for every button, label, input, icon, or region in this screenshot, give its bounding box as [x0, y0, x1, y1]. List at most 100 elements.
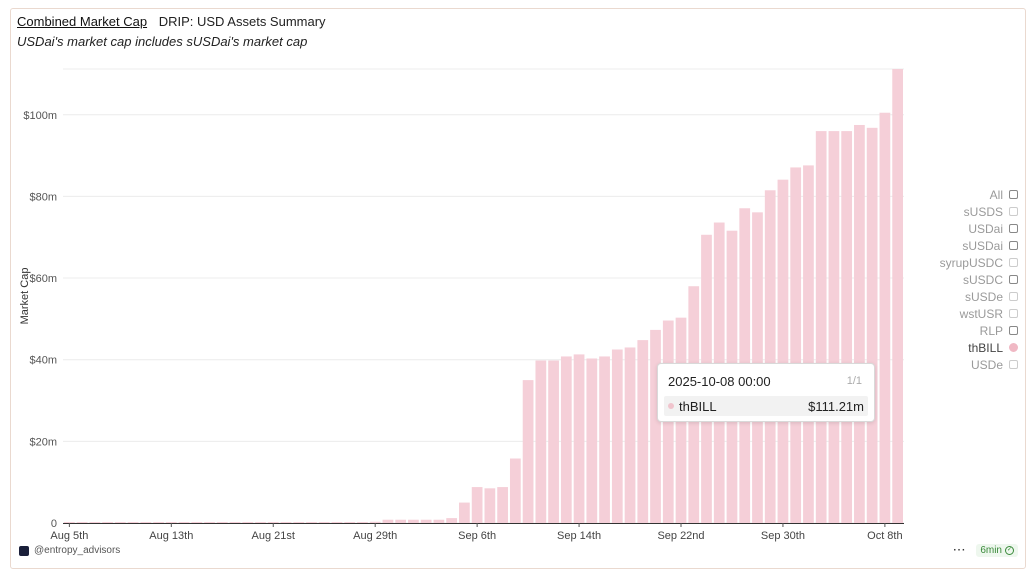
check-icon: ✓: [1005, 546, 1014, 555]
bar[interactable]: [140, 522, 152, 523]
bar[interactable]: [318, 522, 330, 523]
bar[interactable]: [267, 522, 279, 523]
bar[interactable]: [153, 522, 164, 523]
legend-checkbox-icon[interactable]: [1009, 343, 1018, 352]
bar[interactable]: [76, 522, 88, 523]
bar[interactable]: [586, 358, 598, 523]
bar[interactable]: [306, 522, 317, 523]
bar[interactable]: [357, 522, 368, 523]
more-options-icon[interactable]: ···: [953, 545, 967, 556]
bar[interactable]: [64, 522, 75, 523]
bar[interactable]: [497, 487, 508, 523]
legend-item-susdai[interactable]: sUSDai: [940, 237, 1018, 254]
tooltip-date: 2025-10-08 00:00: [668, 374, 771, 389]
bar[interactable]: [178, 522, 190, 523]
legend-checkbox-icon[interactable]: [1009, 275, 1018, 284]
legend-item-rlp[interactable]: RLP: [940, 322, 1018, 339]
y-tick-label: 0: [51, 518, 57, 530]
bar[interactable]: [599, 356, 610, 523]
legend-checkbox-icon[interactable]: [1009, 292, 1018, 301]
bar[interactable]: [803, 165, 814, 523]
bar[interactable]: [650, 329, 661, 523]
bar[interactable]: [471, 487, 483, 523]
legend-checkbox-icon[interactable]: [1009, 258, 1018, 267]
bar[interactable]: [382, 519, 394, 523]
legend-checkbox-icon[interactable]: [1009, 224, 1018, 233]
bar[interactable]: [624, 347, 636, 523]
bar[interactable]: [854, 124, 865, 524]
legend-item-susde[interactable]: sUSDe: [940, 288, 1018, 305]
legend-checkbox-icon[interactable]: [1009, 360, 1018, 369]
bar[interactable]: [420, 519, 432, 523]
y-axis-label: Market Cap: [19, 268, 31, 325]
bar[interactable]: [446, 518, 458, 523]
legend-checkbox-icon[interactable]: [1009, 190, 1018, 199]
bar[interactable]: [255, 522, 266, 523]
legend-checkbox-icon[interactable]: [1009, 207, 1018, 216]
legend-label: sUSDe: [964, 289, 1003, 304]
bar[interactable]: [293, 522, 305, 523]
bar[interactable]: [611, 349, 623, 523]
bar[interactable]: [433, 519, 445, 523]
legend-item-syrupusdc[interactable]: syrupUSDC: [940, 254, 1018, 271]
legend-label: sUSDai: [962, 238, 1003, 253]
bar[interactable]: [637, 340, 649, 523]
bar[interactable]: [229, 522, 241, 523]
bar[interactable]: [331, 522, 343, 523]
chart-title-link[interactable]: Combined Market Cap: [17, 14, 148, 29]
bar[interactable]: [242, 522, 254, 523]
bar[interactable]: [522, 380, 534, 523]
bar[interactable]: [573, 354, 585, 523]
x-tick-label: Aug 13th: [149, 530, 193, 542]
bar[interactable]: [841, 131, 853, 523]
legend-item-usde[interactable]: USDe: [940, 356, 1018, 373]
bar[interactable]: [509, 458, 521, 523]
bar[interactable]: [484, 488, 496, 523]
bar[interactable]: [777, 179, 789, 523]
legend-item-wstusr[interactable]: wstUSR: [940, 305, 1018, 322]
bar[interactable]: [191, 522, 203, 523]
bar[interactable]: [89, 522, 101, 523]
bar[interactable]: [369, 521, 381, 523]
entropy-logo-icon: [19, 545, 29, 556]
legend-item-usdai[interactable]: USDai: [940, 220, 1018, 237]
bar[interactable]: [815, 131, 827, 523]
bar[interactable]: [395, 519, 407, 523]
bar[interactable]: [764, 190, 776, 523]
bar[interactable]: [879, 112, 891, 524]
x-tick-label: Sep 30th: [761, 530, 805, 542]
x-tick-label: Sep 22nd: [657, 530, 704, 542]
bar[interactable]: [114, 522, 126, 523]
bar[interactable]: [866, 127, 878, 523]
attribution-handle[interactable]: @entropy_advisors: [34, 545, 121, 556]
bar[interactable]: [280, 522, 292, 523]
bar[interactable]: [790, 167, 802, 524]
legend-item-susds[interactable]: sUSDS: [940, 203, 1018, 220]
bar[interactable]: [216, 522, 228, 523]
bar[interactable]: [828, 131, 840, 523]
bar[interactable]: [165, 522, 177, 523]
legend-label: RLP: [979, 323, 1003, 338]
legend-item-susdc[interactable]: sUSDC: [940, 271, 1018, 288]
bar[interactable]: [548, 360, 559, 523]
legend-item-all[interactable]: All: [940, 186, 1018, 203]
x-tick-label: Aug 29th: [353, 530, 397, 542]
tooltip-series-value: $111.21m: [808, 399, 864, 414]
bar[interactable]: [127, 522, 139, 523]
legend-label: sUSDC: [962, 272, 1003, 287]
attribution: @entropy_advisors: [19, 545, 120, 556]
bar[interactable]: [408, 519, 419, 523]
bar[interactable]: [459, 502, 470, 523]
chart-tooltip: 2025-10-08 00:00 1/1 thBILL $111.21m: [657, 363, 875, 422]
bar[interactable]: [535, 360, 547, 523]
legend-checkbox-icon[interactable]: [1009, 309, 1018, 318]
bar[interactable]: [344, 522, 356, 523]
x-tick-label: Oct 8th: [867, 530, 902, 542]
bar[interactable]: [560, 356, 572, 523]
bar[interactable]: [102, 522, 113, 523]
legend-checkbox-icon[interactable]: [1009, 241, 1018, 250]
legend-item-thbill[interactable]: thBILL: [940, 339, 1018, 356]
bar[interactable]: [204, 522, 215, 523]
legend-checkbox-icon[interactable]: [1009, 326, 1018, 335]
bar[interactable]: [892, 69, 903, 523]
